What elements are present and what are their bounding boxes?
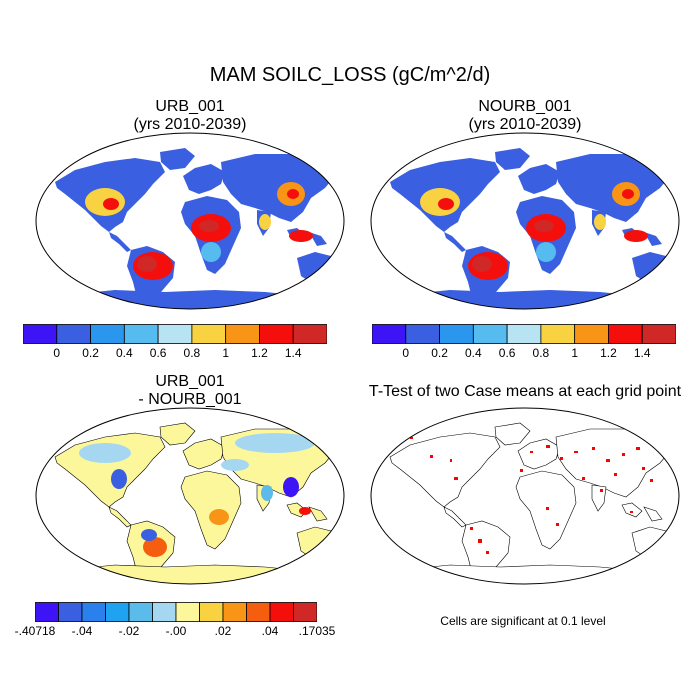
panel-title-line1: URB_001 <box>155 98 225 115</box>
colorbar-swatch <box>58 602 83 622</box>
colorbar-swatch <box>225 324 260 344</box>
map-urb <box>35 132 345 310</box>
colorbar-swatch <box>405 324 440 344</box>
colorbar-label: -.40718 <box>14 624 56 638</box>
colorbar-swatch <box>222 602 247 622</box>
colorbar-swatch <box>128 602 153 622</box>
colorbar-swatch <box>23 324 58 344</box>
colorbar-label: .04 <box>261 624 279 638</box>
panel-title-diff: URB_001 - NOURB_001 <box>35 373 345 409</box>
panel-title-line1: NOURB_001 <box>478 98 572 115</box>
colorbar-swatch <box>191 324 227 344</box>
colorbar-swatch <box>157 324 193 344</box>
colorbar-swatch <box>472 324 508 344</box>
colorbar-swatch <box>123 324 159 344</box>
colorbar-diff <box>35 602 317 622</box>
panel-title-ttest: T-Test of two Case means at each grid po… <box>355 383 695 401</box>
colorbar-label: 0.8 <box>183 346 201 360</box>
colorbar-swatch <box>105 602 130 622</box>
panel-title-nourb: NOURB_001 (yrs 2010-2039) <box>370 98 680 134</box>
panel-title-line2: (yrs 2010-2039) <box>133 116 247 133</box>
colorbar-swatch <box>269 602 294 622</box>
panel-title-line1: T-Test of two Case means at each grid po… <box>368 383 682 400</box>
colorbar-label: 0.6 <box>498 346 516 360</box>
colorbar-label: 1.2 <box>600 346 617 360</box>
colorbar-swatch <box>293 602 317 622</box>
colorbar-swatch <box>35 602 59 622</box>
colorbar-nourb-labels: 0 0.2 0.4 0.6 0.8 1 1.2 1.4 <box>372 346 676 362</box>
map-diff <box>35 407 345 585</box>
colorbar-nourb <box>372 324 676 344</box>
colorbar-label: 0.4 <box>464 346 482 360</box>
colorbar-swatch <box>540 324 576 344</box>
colorbar-label: 0 <box>53 346 61 360</box>
colorbar-swatch <box>90 324 125 344</box>
colorbar-label: -.00 <box>165 624 187 638</box>
colorbar-swatch <box>372 324 407 344</box>
colorbar-swatch <box>641 324 676 344</box>
colorbar-label: 0.4 <box>115 346 133 360</box>
colorbar-swatch <box>81 602 106 622</box>
colorbar-label: 1.2 <box>251 346 268 360</box>
colorbar-swatch <box>574 324 609 344</box>
colorbar-label: 1 <box>222 346 229 360</box>
colorbar-label: .17035 <box>298 624 336 638</box>
colorbar-swatch <box>259 324 294 344</box>
figure-title: MAM SOILC_LOSS (gC/m^2/d) <box>209 64 491 86</box>
colorbar-label: 0.6 <box>149 346 167 360</box>
colorbar-label: -.02 <box>118 624 140 638</box>
colorbar-label: 0 <box>402 346 410 360</box>
colorbar-swatch <box>506 324 542 344</box>
colorbar-swatch <box>56 324 91 344</box>
panel-title-line1: URB_001 <box>155 373 225 390</box>
colorbar-swatch <box>199 602 224 622</box>
colorbar-label: -.04 <box>71 624 93 638</box>
panel-title-line2: (yrs 2010-2039) <box>468 116 582 133</box>
colorbar-urb-labels: 0 0.2 0.4 0.6 0.8 1 1.2 1.4 <box>23 346 327 362</box>
colorbar-swatch <box>246 602 271 622</box>
colorbar-swatch <box>152 602 177 622</box>
colorbar-diff-labels: -.40718 -.04 -.02 -.00 .02 .04 .17035 <box>15 624 336 640</box>
colorbar-label: 1.4 <box>633 346 651 360</box>
significance-note: Cells are significant at 0.1 level <box>440 614 606 628</box>
colorbar-label: .02 <box>214 624 232 638</box>
colorbar-swatch <box>439 324 474 344</box>
colorbar-label: 1 <box>571 346 578 360</box>
colorbar-swatch <box>292 324 327 344</box>
colorbar-label: 0.2 <box>431 346 448 360</box>
colorbar-urb <box>23 324 327 344</box>
panel-title-line2: - NOURB_001 <box>138 391 242 408</box>
panel-title-urb: URB_001 (yrs 2010-2039) <box>35 98 345 134</box>
map-ttest <box>370 407 680 585</box>
colorbar-swatch <box>608 324 643 344</box>
map-nourb <box>370 132 680 310</box>
colorbar-swatch <box>175 602 200 622</box>
colorbar-label: 1.4 <box>284 346 302 360</box>
colorbar-label: 0.2 <box>82 346 99 360</box>
colorbar-label: 0.8 <box>532 346 550 360</box>
